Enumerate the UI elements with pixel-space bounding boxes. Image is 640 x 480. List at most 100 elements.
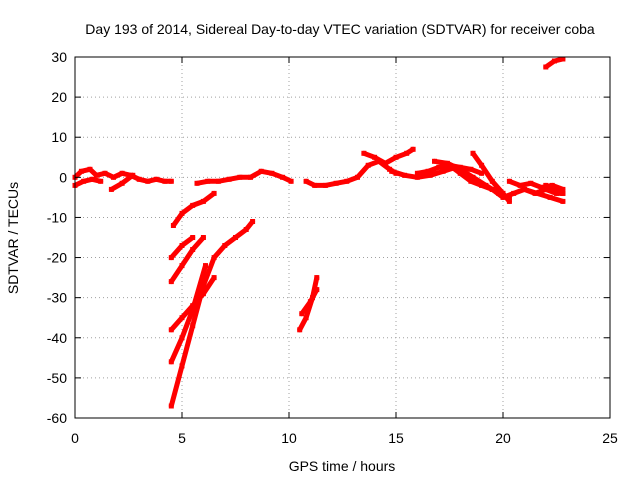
data-point — [200, 198, 206, 204]
data-point — [534, 190, 540, 196]
y-tick-label: -40 — [47, 330, 67, 346]
y-tick-label: 30 — [51, 49, 67, 65]
x-tick-label: 5 — [178, 430, 186, 446]
series-trace-arc-2 — [72, 176, 104, 188]
data-point — [168, 178, 174, 184]
x-tick-label: 10 — [281, 430, 297, 446]
data-point — [389, 168, 395, 174]
data-point — [87, 166, 93, 172]
data-point — [425, 168, 431, 174]
data-point — [543, 182, 549, 188]
data-point — [179, 335, 185, 341]
x-tick-label: 15 — [388, 430, 404, 446]
data-point — [280, 174, 286, 180]
data-point — [432, 158, 437, 164]
data-point — [560, 190, 566, 196]
data-point — [414, 174, 420, 180]
data-point — [190, 247, 196, 252]
data-point — [549, 182, 555, 188]
series-trace-arc-11 — [303, 158, 399, 188]
series-trace-arc-4 — [170, 190, 217, 228]
data-point — [314, 287, 320, 293]
data-point — [560, 56, 566, 62]
data-point — [222, 243, 228, 248]
data-point — [447, 162, 452, 168]
data-point — [215, 178, 221, 184]
y-axis-label: SDTVAR / TECUs — [5, 182, 21, 294]
data-point — [355, 174, 360, 180]
data-point — [361, 150, 367, 156]
data-point — [312, 182, 318, 188]
data-point — [269, 170, 275, 176]
chart-title: Day 193 of 2014, Sidereal Day-to-day VTE… — [85, 21, 595, 37]
data-point — [457, 166, 463, 172]
data-point — [539, 184, 544, 190]
y-tick-label: 10 — [51, 129, 67, 145]
data-point — [404, 150, 410, 156]
data-point — [89, 176, 95, 182]
data-point — [440, 168, 446, 174]
data-point — [365, 162, 371, 168]
series-layer — [72, 56, 566, 409]
data-point — [506, 178, 512, 184]
data-point — [468, 178, 474, 184]
data-point — [560, 186, 566, 192]
series-trace-arc-8 — [168, 263, 208, 365]
grid — [75, 57, 610, 418]
data-point — [170, 223, 176, 228]
data-point — [551, 188, 557, 194]
data-point — [233, 235, 238, 240]
data-point — [547, 194, 553, 200]
data-point — [393, 154, 399, 160]
data-point — [111, 174, 116, 180]
data-point — [382, 160, 388, 166]
data-point — [205, 178, 211, 184]
data-point — [179, 210, 185, 216]
data-point — [489, 178, 495, 184]
data-point — [511, 190, 517, 196]
data-point — [190, 202, 196, 208]
data-point — [303, 178, 309, 184]
data-point — [211, 190, 217, 196]
data-point — [288, 178, 294, 184]
data-point — [506, 198, 512, 204]
x-tick-label: 25 — [602, 430, 618, 446]
data-point — [414, 170, 420, 176]
data-point — [468, 166, 474, 172]
data-point — [243, 227, 249, 232]
data-point — [130, 172, 136, 178]
plot-frame — [74, 56, 611, 419]
data-point — [168, 403, 174, 409]
data-point — [153, 176, 159, 182]
data-point — [200, 283, 206, 289]
data-point — [179, 243, 185, 248]
data-point — [98, 178, 104, 184]
data-point — [190, 235, 196, 240]
data-point — [102, 170, 108, 176]
data-point — [479, 170, 485, 176]
data-point — [168, 279, 174, 285]
data-point — [436, 164, 442, 170]
x-tick-label: 0 — [71, 430, 79, 446]
data-point — [479, 162, 485, 168]
data-point — [333, 180, 339, 186]
data-point — [194, 180, 200, 186]
data-point — [344, 178, 350, 184]
data-point — [470, 150, 476, 156]
data-point — [211, 275, 217, 281]
data-point — [427, 172, 433, 178]
series-trace-arc-21 — [506, 178, 566, 192]
data-point — [179, 263, 185, 269]
data-point — [248, 174, 253, 180]
data-point — [119, 180, 125, 186]
data-point — [560, 198, 566, 204]
data-point — [81, 178, 87, 184]
data-point — [200, 235, 206, 240]
data-point — [470, 174, 476, 180]
x-axis-label: GPS time / hours — [289, 458, 396, 474]
data-point — [307, 299, 313, 305]
data-point — [250, 219, 256, 224]
data-point — [136, 176, 142, 182]
data-point — [410, 146, 416, 152]
data-point — [168, 255, 174, 261]
